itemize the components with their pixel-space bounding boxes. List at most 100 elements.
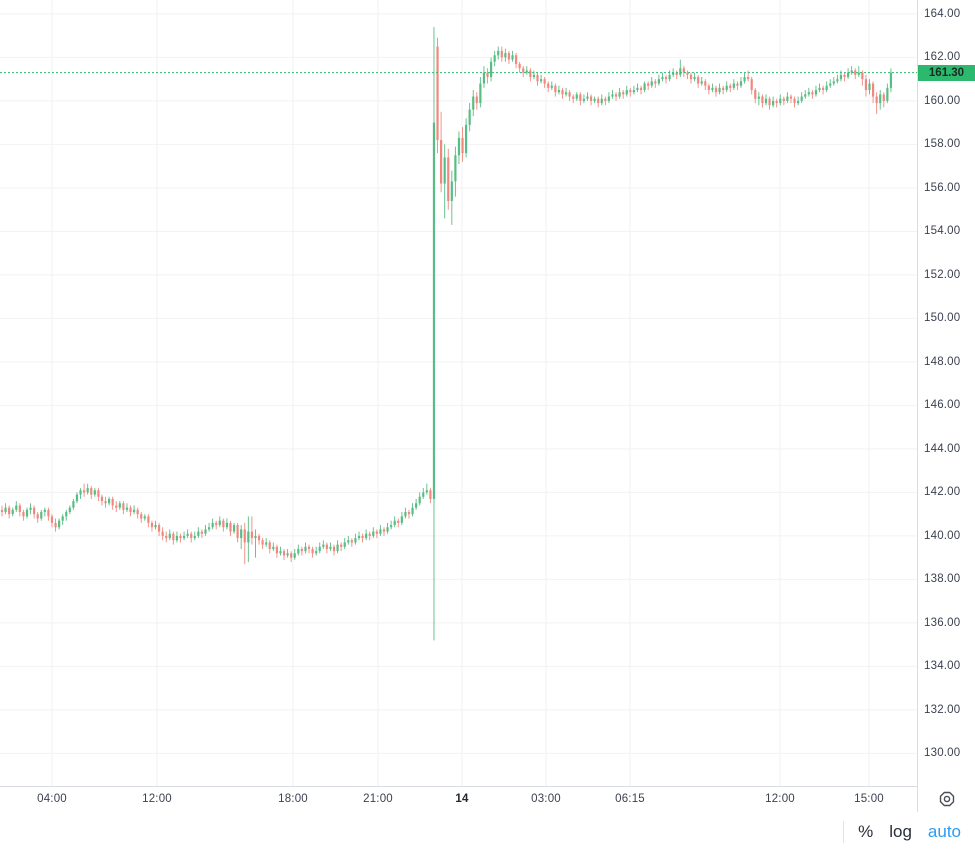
candle — [179, 533, 182, 543]
candle — [104, 496, 107, 508]
candle — [586, 92, 589, 101]
candle — [368, 531, 371, 541]
candle — [861, 70, 864, 86]
price-tick-label: 164.00 — [924, 7, 961, 20]
candle — [575, 92, 578, 101]
candle — [232, 522, 236, 534]
candle — [65, 509, 68, 521]
time-tick-label: 03:00 — [531, 793, 561, 805]
candle — [486, 68, 489, 84]
candle — [829, 79, 832, 88]
candle — [157, 522, 161, 536]
candle — [18, 503, 21, 517]
candle — [561, 87, 564, 99]
candle — [0, 505, 4, 517]
candle — [739, 76, 743, 88]
candle — [211, 518, 214, 530]
time-tick-label: 12:00 — [765, 793, 795, 805]
candle — [700, 76, 703, 86]
candle — [33, 505, 36, 519]
candle — [286, 548, 289, 558]
price-axis[interactable]: 161.30 164.00 162.00 160.00 158.00 156.00 154… — [917, 0, 975, 786]
candle — [450, 170, 453, 225]
candle — [511, 50, 514, 62]
candle — [200, 529, 204, 539]
candle — [11, 507, 14, 517]
candle — [140, 511, 143, 523]
candle — [675, 70, 678, 80]
candle — [325, 542, 328, 554]
time-tick-label: 06:15 — [615, 793, 645, 805]
candle — [47, 507, 50, 521]
candle — [340, 542, 343, 552]
candle — [489, 57, 493, 82]
candle — [800, 92, 803, 104]
candle — [729, 83, 732, 93]
percent-scale-button[interactable]: % — [858, 821, 874, 841]
candle — [297, 544, 300, 556]
candle — [147, 514, 150, 528]
candle — [186, 529, 189, 539]
candle — [747, 70, 750, 82]
candle — [322, 540, 325, 549]
axis-settings-icon[interactable] — [938, 790, 956, 808]
candle — [129, 505, 132, 517]
candle — [854, 68, 857, 80]
candle — [90, 485, 93, 499]
candle — [250, 516, 253, 545]
candle — [664, 74, 668, 84]
candle — [718, 83, 721, 95]
candle — [725, 81, 728, 93]
candle — [686, 70, 689, 80]
candle — [568, 90, 571, 101]
candle — [393, 516, 396, 528]
log-scale-button[interactable]: log — [889, 821, 912, 841]
candle — [290, 551, 293, 563]
candle — [440, 111, 443, 193]
time-axis[interactable]: 04:00 12:00 18:00 21:00 14 03:00 06:15 12:00 15:… — [0, 786, 975, 813]
candle — [750, 76, 753, 95]
candle — [432, 26, 436, 641]
candle — [15, 501, 18, 512]
candle — [118, 501, 121, 510]
candle — [50, 514, 54, 528]
candle — [343, 538, 346, 549]
time-tick-label: 04:00 — [37, 793, 67, 805]
candle — [397, 518, 400, 528]
candle — [507, 50, 511, 64]
candle — [300, 546, 303, 556]
candle — [632, 85, 635, 95]
candle — [589, 94, 593, 106]
price-tick-label: 142.00 — [924, 486, 961, 499]
axis-corner — [917, 786, 975, 812]
candle — [336, 540, 339, 554]
candle — [454, 146, 457, 197]
candle — [864, 74, 868, 97]
price-chart-plot[interactable] — [0, 0, 917, 786]
candle — [789, 94, 793, 104]
auto-scale-button[interactable]: auto — [927, 821, 961, 841]
candle — [79, 488, 82, 499]
candle — [404, 507, 407, 519]
candle — [804, 90, 807, 99]
candle — [265, 538, 268, 547]
candle — [407, 509, 411, 519]
candle — [600, 94, 603, 106]
candle — [525, 66, 528, 75]
candle — [75, 492, 79, 504]
candle — [197, 527, 200, 539]
candle — [390, 520, 393, 530]
candle — [550, 81, 553, 91]
candle — [479, 76, 482, 108]
candle — [522, 66, 525, 77]
candle — [707, 83, 710, 95]
candle — [543, 76, 546, 88]
candle — [668, 70, 671, 82]
candle — [597, 96, 600, 108]
price-tick-label: 130.00 — [924, 747, 961, 760]
candle — [622, 90, 625, 99]
candle — [539, 74, 543, 84]
candle — [36, 511, 39, 523]
candle — [304, 542, 307, 554]
candle — [386, 522, 389, 534]
